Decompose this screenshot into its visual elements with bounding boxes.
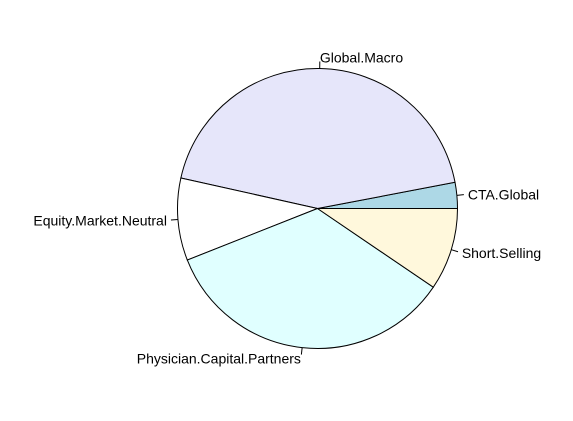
pie-slice-physician-capital-partners	[186, 207, 434, 349]
pie-label-global-macro: Global.Macro	[320, 50, 403, 66]
pie-label-physician-capital-partners: Physician.Capital.Partners	[137, 351, 301, 367]
pie-slice-short-selling	[315, 208, 459, 288]
pie-slice-global-macro	[180, 68, 456, 210]
pie-label-equity-market-neutral: Equity.Market.Neutral	[33, 212, 167, 228]
pie-tick-short-selling	[451, 249, 459, 253]
pie-label-cta-global: CTA.Global	[468, 186, 539, 202]
pie-tick-equity-market-neutral	[170, 218, 178, 221]
pie-tick-physician-capital-partners	[300, 347, 303, 355]
pie-tick-cta-global	[456, 194, 464, 196]
pie-slice-equity-market-neutral	[177, 177, 320, 261]
pie-label-short-selling: Short.Selling	[462, 245, 541, 261]
